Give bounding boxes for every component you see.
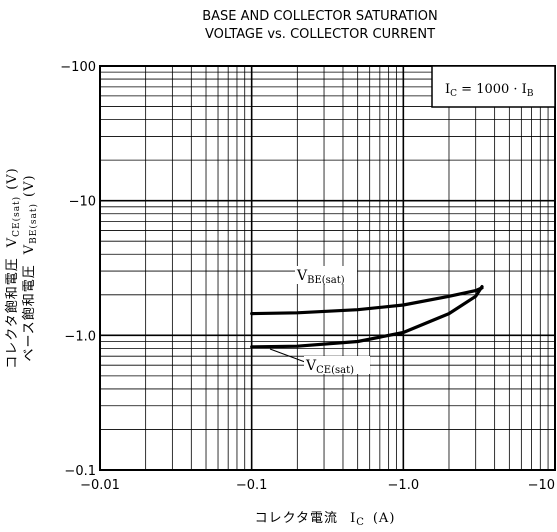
ylabel-ce-sub: CE(sat) (11, 196, 22, 237)
series-line-vbe (250, 286, 484, 316)
ylabel-be-symbol: V (22, 244, 37, 255)
chart-subtitle: VOLTAGE vs. COLLECTOR CURRENT (205, 27, 435, 42)
x-tick-label: −10 (528, 478, 555, 493)
plot-frame (99, 65, 556, 471)
x-tick-label: −0.01 (80, 478, 120, 493)
xlabel-unit: (A) (373, 511, 396, 526)
ylabel-ce-unit: (V) (5, 167, 20, 190)
y-axis-ticks: −0.1 −1.0 −10 −100 (60, 60, 96, 479)
xlabel-text: コレクタ電流 (255, 511, 338, 526)
series-label-vce-sub: CE(sat) (316, 365, 354, 376)
condition-sub2: B (527, 89, 534, 99)
svg-text:ベース飽和電圧VBE(sat)(V): ベース飽和電圧 VBE(sat) (V) (22, 174, 39, 361)
series-label-vbe: VBE(sat) (295, 266, 357, 286)
condition-rest: = 1000 · I (457, 82, 527, 97)
ylabel-ce-symbol: V (5, 237, 20, 248)
xlabel-sub: C (356, 517, 365, 528)
svg-text:VCE(sat): VCE(sat) (305, 358, 354, 376)
y-tick-label: −10 (69, 195, 96, 210)
chart-title: BASE AND COLLECTOR SATURATION (202, 9, 438, 24)
condition-symbol: I (445, 82, 450, 97)
x-axis-label: コレクタ電流 IC (A) (255, 511, 396, 528)
series-label-vce: VCE(sat) (269, 348, 370, 376)
ylabel-ce-text: コレクタ飽和電圧 (5, 257, 20, 368)
series-label-vbe-symbol: V (296, 268, 308, 284)
series-label-vce-symbol: V (305, 358, 317, 374)
ylabel-be-text: ベース飽和電圧 (22, 264, 37, 361)
svg-text:コレクタ飽和電圧VCE(sat)(V): コレクタ飽和電圧 VCE(sat) (V) (5, 167, 22, 369)
series-label-vbe-sub: BE(sat) (307, 275, 345, 286)
svg-text:VBE(sat): VBE(sat) (296, 268, 345, 286)
condition-box: IC = 1000 · IB (431, 65, 556, 108)
y-tick-label: −1.0 (64, 329, 96, 344)
x-axis-ticks: −0.01 −0.1 −1.0 −10 (80, 478, 555, 493)
svg-text:IC = 1000 · IB: IC = 1000 · IB (445, 82, 534, 99)
xlabel-symbol: I (350, 511, 356, 526)
series-line-vce (250, 285, 484, 349)
x-tick-label: −0.1 (236, 478, 268, 493)
series-lines (250, 285, 484, 349)
condition-sub: C (450, 89, 457, 99)
y-tick-label: −100 (60, 60, 96, 75)
ylabel-be-sub: BE(sat) (28, 203, 39, 244)
ylabel-be-unit: (V) (22, 174, 37, 197)
y-axis-label: コレクタ飽和電圧VCE(sat)(V) ベース飽和電圧VBE(sat)(V) (5, 167, 39, 369)
y-tick-label: −0.1 (64, 464, 96, 479)
x-tick-label: −1.0 (388, 478, 420, 493)
